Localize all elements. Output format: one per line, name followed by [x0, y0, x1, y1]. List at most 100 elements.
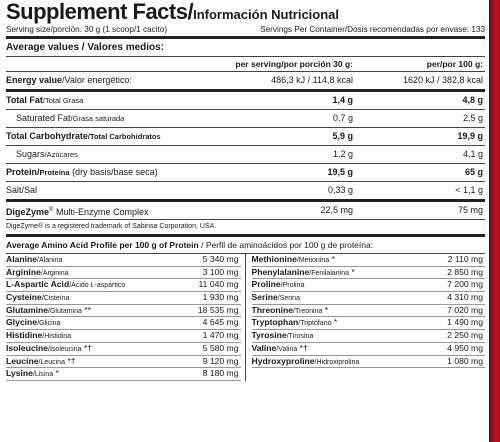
amino-acid-name: Methionine/Metionina *	[251, 254, 335, 264]
nutrient-label: Total Carbohydrate/Total Carbohidratos	[6, 131, 161, 141]
amino-acid-row: Tryptophan/Triptófano * 1 490 mg	[251, 317, 485, 331]
amino-acid-row: Lysine/Lisina * 8 180 mg	[6, 368, 241, 381]
amino-acid-name: Phenylalanine/Fenilalanina *	[251, 266, 355, 277]
amino-acid-value: 7 200 mg	[447, 279, 483, 290]
amino-acid-name: Isoleucine/Isoleucina *†	[6, 342, 93, 353]
amino-acid-row: Tyrosine/Tirosina 2 250 mg	[251, 330, 485, 343]
amino-acid-value: 4 645 mg	[202, 317, 239, 328]
amino-acid-name: Histidine/Histidina	[6, 330, 72, 341]
nutrient-label: Sugars/Azúcares	[16, 149, 78, 159]
amino-acid-value: 1 490 mg	[447, 317, 483, 328]
value-per-serving: 0,33 g	[327, 185, 353, 195]
amino-acid-name: Glycine/Glicina	[6, 317, 61, 328]
value-per-serving: 5,9 g	[332, 131, 353, 141]
amino-acid-row: Cysteine/Cisteína 1 930 mg	[6, 292, 241, 305]
amino-acid-name: Tyrosine/Tirosina	[251, 330, 314, 341]
col-per-100g: per/por 100 g:	[426, 59, 483, 69]
nutrient-row-sugars: Sugars/Azúcares 1,2 g 4,1 g	[6, 146, 485, 164]
amino-acid-row: Glycine/Glicina 4 645 mg	[6, 317, 241, 331]
value-per-serving: 19,5 g	[327, 167, 353, 177]
amino-acid-row: Proline/Prolina 7 200 mg	[251, 279, 485, 293]
amino-acid-name: Hydroxyproline/Hidroxiprolina	[251, 355, 360, 366]
column-headers: per serving/por porción 30 g: per/por 10…	[6, 57, 485, 72]
amino-acid-heading: Average Amino Acid Profile per 100 g of …	[6, 237, 485, 254]
red-packaging-edge	[490, 0, 500, 442]
value-per-100g: 65 g	[464, 167, 483, 177]
amino-acid-column-right: Methionine/Metionina * 2 110 mg Phenylalan…	[246, 254, 485, 381]
title-separator: /	[187, 0, 194, 24]
amino-acid-row: Hydroxyproline/Hidroxiprolina 1 080 mg	[251, 355, 485, 369]
amino-acid-value: 1 470 mg	[202, 330, 239, 341]
amino-acid-value: 4 950 mg	[447, 342, 483, 353]
amino-acid-row: Isoleucine/Isoleucina *† 5 580 mg	[6, 343, 241, 356]
value-per-100g: 2,5 g	[462, 113, 483, 123]
amino-acid-value: 2 850 mg	[447, 266, 483, 277]
amino-acid-table: Alanine/Alanina 5 340 mg Arginine/Arginin…	[6, 254, 485, 381]
nutrient-row-salt: Salt/Sal 0,33 g < 1,1 g	[6, 182, 485, 202]
amino-acid-name: Glutamine/Glutamina **	[6, 304, 91, 315]
value-per-100g: < 1,1 g	[455, 185, 483, 195]
amino-acid-name: Arginine/Arginina	[6, 266, 69, 277]
value-per-serving: 486,3 kJ / 114,8 kcal	[271, 75, 353, 85]
digezyme-label: DigeZyme® Multi-Enzyme Complex	[6, 207, 149, 217]
amino-acid-row: Phenylalanine/Fenilalanina * 2 850 mg	[251, 266, 485, 280]
average-values-heading: Average values / Valores medios:	[6, 39, 485, 57]
value-per-100g: 4,1 g	[462, 149, 483, 159]
nutrient-label: Total Fat/Total Grasa	[6, 95, 84, 105]
amino-acid-column-left: Alanine/Alanina 5 340 mg Arginine/Arginin…	[6, 254, 246, 381]
amino-acid-row: Arginine/Arginina 3 100 mg	[6, 267, 241, 280]
amino-acid-value: 1 080 mg	[447, 355, 483, 366]
col-per-serving: per serving/por porción 30 g:	[235, 59, 353, 69]
amino-acid-row: Valine/Valina *† 4 950 mg	[251, 342, 485, 356]
nutrient-label: Protein/Proteína (dry basis/base seca)	[6, 167, 158, 177]
nutrient-row-total-fat: Total Fat/Total Grasa 1,4 g 4,8 g	[6, 92, 485, 110]
servings-per-container: Servings Per Container/Dosis recomendada…	[260, 25, 485, 34]
amino-acid-value: 8 180 mg	[202, 368, 239, 379]
value-per-serving: 1,4 g	[332, 95, 353, 105]
amino-acid-name: Serine/Serina	[251, 292, 300, 303]
amino-acid-name: Alanine/Alanina	[6, 254, 63, 264]
nutrient-row-protein: Protein/Proteína (dry basis/base seca) 1…	[6, 164, 485, 182]
amino-acid-row: Methionine/Metionina * 2 110 mg	[251, 254, 485, 267]
value-per-serving: 1,2 g	[332, 149, 353, 159]
value-per-100g: 75 mg	[457, 205, 483, 215]
page-title: Supplement Facts/Información Nutricional	[6, 0, 485, 24]
amino-acid-row: Serine/Serina 4 310 mg	[251, 292, 485, 305]
amino-acid-name: Cysteine/Cisteína	[6, 292, 70, 303]
amino-acid-name: L-Aspartic Acid/Ácido L-aspártico	[6, 279, 126, 290]
amino-acid-value: 9 120 mg	[202, 355, 239, 366]
amino-acid-value: 2 110 mg	[447, 254, 483, 264]
trademark-note: DigeZyme® is a registered trademark of S…	[6, 220, 485, 237]
value-per-100g: 4,8 g	[462, 95, 483, 105]
amino-acid-name: Tryptophan/Triptófano *	[251, 317, 338, 328]
title-english: Supplement Facts	[6, 0, 188, 24]
amino-acid-row: L-Aspartic Acid/Ácido L-aspártico 11 040…	[6, 279, 241, 293]
amino-acid-value: 2 250 mg	[447, 330, 483, 341]
serving-size: Serving size/porción: 30 g (1 scoop/1 ca…	[6, 25, 168, 34]
amino-acid-row: Threonine/Treonina * 7 020 mg	[251, 304, 485, 318]
nutrient-row-energy: Energy value/Valor energético: 486,3 kJ …	[6, 72, 485, 92]
amino-acid-name: Lysine/Lisina *	[6, 368, 59, 379]
digezyme-row: DigeZyme® Multi-Enzyme Complex 22,5 mg 7…	[6, 202, 485, 220]
amino-acid-value: 1 930 mg	[202, 292, 239, 303]
value-per-serving: 22,5 mg	[320, 205, 353, 215]
nutrient-label: Salt/Sal	[6, 185, 38, 195]
serving-info: Serving size/porción: 30 g (1 scoop/1 ca…	[6, 24, 485, 39]
nutrient-row-saturated-fat: Saturated Fat/Grasa saturada 0,7 g 2,5 g	[6, 110, 485, 128]
amino-acid-row: Alanine/Alanina 5 340 mg	[6, 254, 241, 267]
amino-acid-name: Valine/Valina *†	[251, 342, 308, 353]
nutrient-label: Saturated Fat/Grasa saturada	[16, 113, 125, 123]
value-per-serving: 0,7 g	[332, 113, 353, 123]
amino-acid-row: Histidine/Histidina 1 470 mg	[6, 330, 241, 343]
nutrient-row-total-carbohydrate: Total Carbohydrate/Total Carbohidratos 5…	[6, 128, 485, 146]
amino-acid-value: 5 580 mg	[202, 342, 239, 353]
amino-acid-value: 5 340 mg	[202, 254, 239, 264]
amino-acid-name: Proline/Prolina	[251, 279, 305, 290]
amino-acid-value: 4 310 mg	[447, 292, 483, 303]
value-per-100g: 1620 kJ / 382,8 kcal	[402, 75, 483, 85]
nutrient-label: Energy value/Valor energético:	[6, 75, 132, 85]
amino-acid-value: 7 020 mg	[447, 304, 483, 315]
amino-acid-row: Leucine/Leucina *† 9 120 mg	[6, 356, 241, 369]
amino-acid-value: 18 535 mg	[197, 304, 239, 315]
